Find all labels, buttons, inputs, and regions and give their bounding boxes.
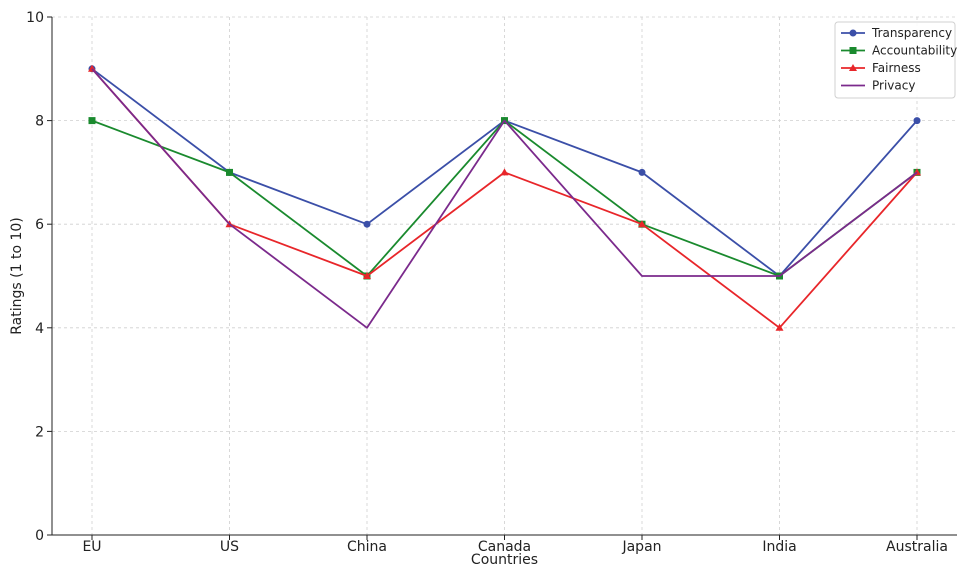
legend-item-fairness: Fairness bbox=[841, 61, 921, 75]
ticks: 0 2 4 6 8 10 EU US China Canada Japan India Australi… bbox=[26, 10, 948, 555]
data-point-accountability bbox=[88, 117, 96, 125]
legend-label-accountability: Accountability bbox=[872, 44, 957, 58]
x-tick-label: Australia bbox=[886, 539, 948, 555]
data-point-fairness bbox=[500, 168, 509, 176]
legend-marker-accountability bbox=[849, 47, 857, 54]
data-point-transparency bbox=[638, 168, 646, 176]
legend-item-accountability: Accountability bbox=[841, 44, 957, 58]
y-tick-label: 0 bbox=[35, 528, 44, 544]
legend-label-fairness: Fairness bbox=[872, 61, 921, 75]
series-privacy bbox=[91, 68, 918, 329]
y-tick-label: 10 bbox=[26, 10, 44, 26]
x-tick-label: EU bbox=[82, 539, 101, 555]
y-axis-title: Ratings (1 to 10) bbox=[9, 217, 25, 334]
series-line-privacy bbox=[91, 68, 918, 329]
y-tick-label: 2 bbox=[35, 424, 44, 440]
y-tick-label: 4 bbox=[35, 321, 44, 337]
data-point-fairness bbox=[775, 323, 784, 331]
x-axis-title: Countries bbox=[471, 552, 538, 568]
x-tick-label: Japan bbox=[621, 539, 661, 555]
legend-marker-transparency bbox=[849, 29, 857, 37]
legend-marker-fairness bbox=[849, 64, 857, 71]
x-tick-label: India bbox=[762, 539, 796, 555]
legend-frame bbox=[834, 21, 956, 99]
x-tick-label: US bbox=[220, 539, 239, 555]
grid bbox=[52, 16, 957, 535]
data-point-accountability bbox=[226, 168, 233, 176]
y-tick-label: 8 bbox=[35, 114, 44, 130]
legend-item-privacy: Privacy bbox=[841, 79, 915, 93]
data-point-fairness bbox=[363, 272, 371, 279]
legend-label-privacy: Privacy bbox=[872, 79, 915, 93]
data-point-transparency bbox=[913, 117, 921, 125]
y-tick-label: 6 bbox=[35, 217, 44, 233]
legend-item-transparency: Transparency bbox=[841, 26, 952, 40]
legend: Transparency Accountability Fairness Privac… bbox=[834, 21, 957, 99]
x-tick-label: China bbox=[347, 539, 387, 555]
data-point-fairness bbox=[638, 220, 646, 228]
x-tick-label: Canada bbox=[478, 539, 531, 555]
data-point-transparency bbox=[363, 220, 371, 228]
legend-label-transparency: Transparency bbox=[871, 26, 952, 40]
series bbox=[88, 64, 921, 331]
